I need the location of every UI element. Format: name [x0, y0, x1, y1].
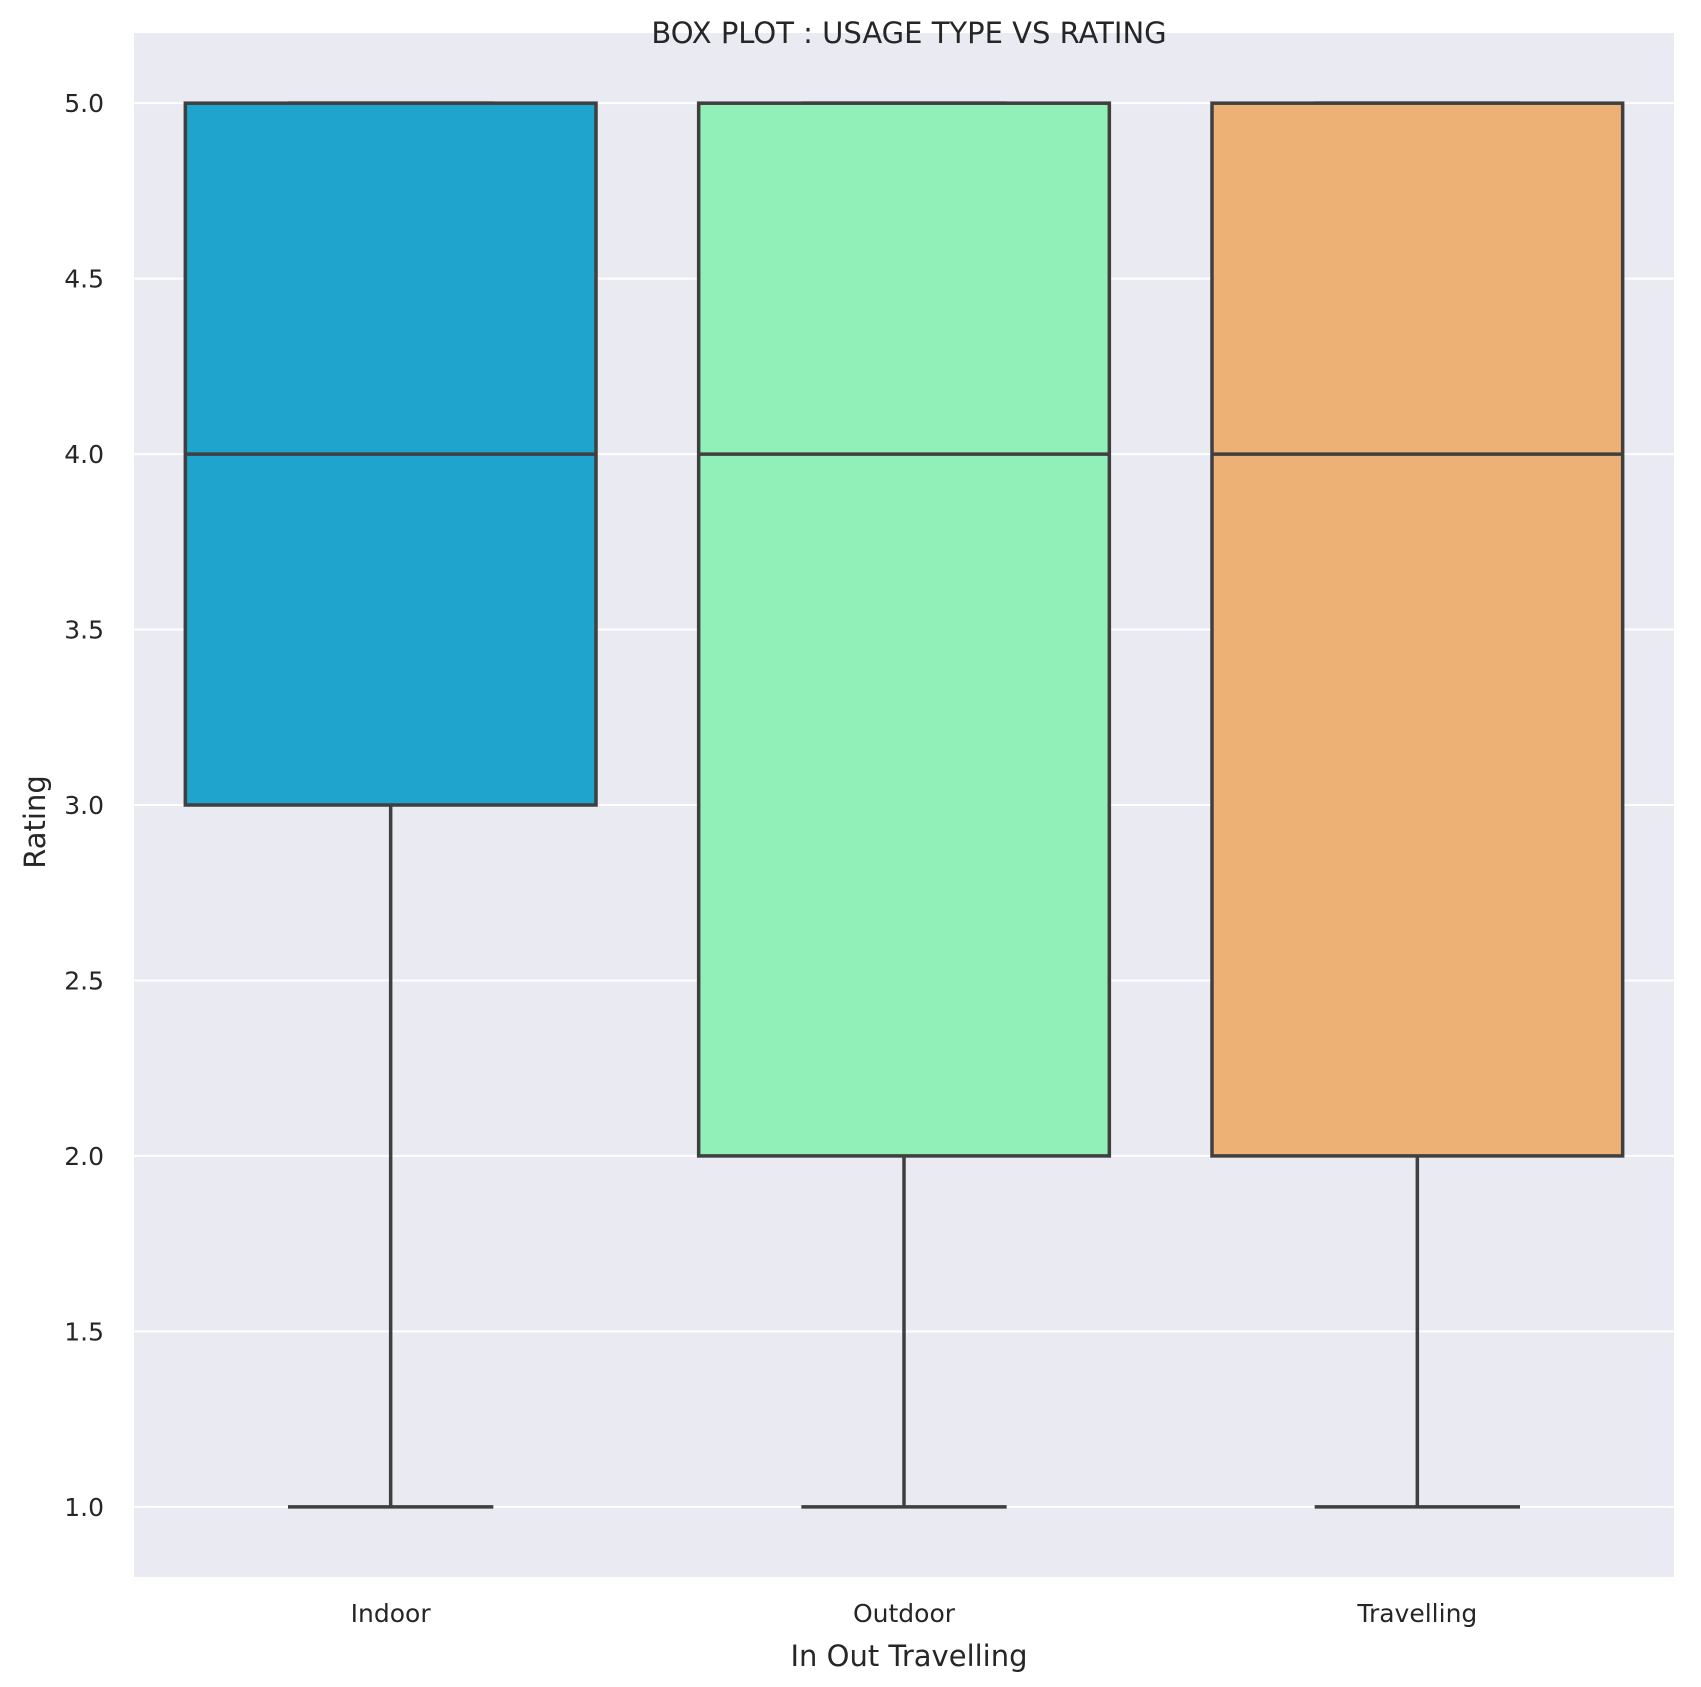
x-axis-label: In Out Travelling	[790, 1639, 1027, 1673]
y-tick-label: 5.0	[64, 89, 104, 118]
y-tick-label: 2.0	[64, 1142, 104, 1171]
y-tick-label: 4.5	[64, 265, 104, 294]
y-tick-label: 3.0	[64, 791, 104, 820]
boxes	[183, 101, 1625, 1158]
y-tick-label: 3.5	[64, 616, 104, 645]
y-tick-label: 2.5	[64, 966, 104, 995]
y-axis-label: Rating	[18, 775, 52, 869]
y-tick-labels: 1.0 1.5 2.0 2.5 3.0 3.5 4.0 4.5 5.0	[64, 89, 104, 1522]
y-tick-label: 1.5	[64, 1317, 104, 1346]
chart-title: BOX PLOT : USAGE TYPE VS RATING	[651, 16, 1166, 50]
x-tick-labels: Indoor Outdoor Travelling	[351, 1599, 1478, 1628]
y-tick-label: 1.0	[64, 1493, 104, 1522]
y-tick-label: 4.0	[64, 440, 104, 469]
box-travelling	[1210, 101, 1625, 1158]
x-tick-label: Travelling	[1356, 1599, 1477, 1628]
box-outdoor	[696, 101, 1112, 1158]
x-tick-label: Outdoor	[853, 1599, 956, 1628]
x-tick-label: Indoor	[351, 1599, 432, 1628]
